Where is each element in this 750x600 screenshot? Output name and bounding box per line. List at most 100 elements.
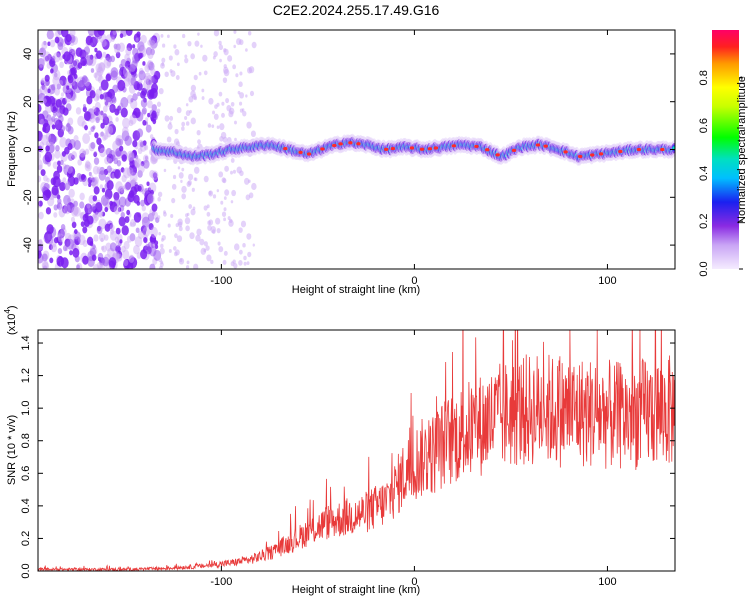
heatmap-x-axis-title: Height of straight line (km) <box>292 284 420 296</box>
heatmap-noise-cell <box>70 206 79 217</box>
colorbar-tick-label: 0.4 <box>698 166 710 181</box>
heatmap-noise-cell <box>149 189 154 196</box>
heatmap-noise-cell <box>40 79 45 85</box>
heatmap-noise-cell <box>69 30 76 38</box>
heatmap-noise-cell <box>106 167 110 172</box>
heatmap-noise-cell <box>197 139 201 145</box>
heatmap-noise-cell <box>149 263 156 269</box>
snr-x-tick-label: 0 <box>411 576 417 588</box>
heatmap-noise-cell <box>130 218 136 228</box>
heatmap-noise-cell <box>43 86 48 92</box>
heatmap-noise-cell <box>206 254 212 262</box>
heatmap-noise-cell <box>124 71 132 82</box>
heatmap-noise-cell <box>199 238 205 246</box>
heatmap-noise-cell <box>239 101 243 106</box>
snr-y-tick-label: 0.0 <box>20 563 32 578</box>
heatmap-noise-cell <box>241 108 245 112</box>
heatmap-noise-cell <box>69 250 73 256</box>
heatmap-noise-cell <box>149 40 156 49</box>
heatmap-noise-cell <box>156 108 161 114</box>
heatmap-noise-cell <box>134 162 139 168</box>
heatmap-x-tick-label: 100 <box>598 275 616 287</box>
heatmap-y-tick-label: -20 <box>22 189 34 205</box>
heatmap-noise-cell <box>38 103 42 113</box>
heatmap-noise-cell <box>190 53 195 60</box>
snr-x-ticks: -100 0 100 <box>210 330 617 588</box>
heatmap-noise-cell <box>47 233 53 241</box>
heatmap-noise-cell <box>133 158 140 167</box>
heatmap-noise-cell <box>70 67 77 76</box>
heatmap-noise-cell <box>53 204 58 211</box>
heatmap-noise-cell <box>176 235 183 243</box>
heatmap-noise-cell <box>196 228 202 236</box>
heatmap-noise-cell <box>215 217 221 225</box>
heatmap-noise-cell <box>71 221 77 229</box>
heatmap-noise-cell <box>144 72 151 81</box>
heatmap-noise-cell <box>208 219 214 226</box>
heatmap-noise-cell <box>99 232 106 242</box>
heatmap-noise-cell <box>66 165 73 174</box>
heatmap-noise-cell <box>141 216 150 228</box>
heatmap-noise-cell <box>156 101 162 107</box>
heatmap-noise-cell <box>86 164 91 170</box>
heatmap-noise-cell <box>42 126 47 133</box>
heatmap-noise-cell <box>137 41 145 52</box>
heatmap-noise-cell <box>47 41 51 47</box>
heatmap-noise-cell <box>144 155 149 161</box>
heatmap-noise-cell <box>239 92 245 99</box>
heatmap-noise-cell <box>158 87 164 95</box>
heatmap-noise-cell <box>96 66 104 77</box>
heatmap-track-peak <box>338 142 343 146</box>
heatmap-noise-cell <box>82 213 89 222</box>
heatmap-noise-cell <box>92 212 97 219</box>
heatmap-noise-cell <box>130 98 134 103</box>
heatmap-noise-cell <box>79 148 86 158</box>
heatmap-noise-cell <box>174 233 178 239</box>
heatmap-noise-cell <box>212 194 217 199</box>
heatmap-noise-cell <box>185 121 190 126</box>
heatmap-noise-cell <box>214 104 218 109</box>
heatmap-noise-cell <box>52 161 59 169</box>
heatmap-noise-cell <box>71 151 77 160</box>
heatmap-noise-cell <box>185 110 191 117</box>
heatmap-noise-cell <box>58 228 65 239</box>
heatmap-noise-cell <box>154 244 159 250</box>
heatmap-noise-cell <box>113 43 118 50</box>
heatmap-noise-cell <box>38 238 43 245</box>
heatmap-y-tick-label: -40 <box>22 237 34 253</box>
heatmap-noise-cell <box>203 248 207 253</box>
heatmap-noise-cell <box>38 47 47 58</box>
heatmap-noise-cell <box>132 54 139 64</box>
heatmap-noise-cell <box>42 265 48 269</box>
heatmap-noise-cell <box>67 70 71 76</box>
heatmap-noise-cell <box>129 165 138 176</box>
heatmap-noise-cell <box>42 190 51 201</box>
heatmap-noise-cell <box>125 47 132 56</box>
heatmap-noise-cell <box>150 226 158 238</box>
heatmap-noise-cell <box>90 141 96 150</box>
heatmap-noise-cell <box>84 124 88 131</box>
heatmap-noise-cell <box>216 125 220 129</box>
heatmap-noise-cell <box>151 211 156 216</box>
heatmap-noise-cell <box>232 64 237 70</box>
heatmap-noise-cell <box>93 157 100 165</box>
heatmap-noise-cell <box>112 140 121 152</box>
heatmap-noise-cell <box>218 44 224 51</box>
heatmap-noise-cell <box>153 70 161 80</box>
heatmap-noise-cell <box>46 224 54 235</box>
heatmap-noise-cell <box>201 96 205 100</box>
heatmap-noise-cell <box>203 175 209 183</box>
heatmap-noise-cell <box>113 191 120 201</box>
heatmap-noise-cell <box>38 201 41 207</box>
heatmap-noise-cell <box>172 174 177 180</box>
heatmap-noise-cell <box>104 125 111 134</box>
heatmap-noise-cell <box>74 229 78 235</box>
heatmap-track-peak <box>332 143 337 148</box>
heatmap-noise-cell <box>216 227 221 234</box>
heatmap-noise-cell <box>67 142 73 151</box>
heatmap-noise-cell <box>229 218 233 223</box>
heatmap-noise-cell <box>107 55 113 63</box>
heatmap-noise-cell <box>244 177 250 185</box>
heatmap-noise-cell <box>84 161 92 172</box>
heatmap-track-peak <box>306 152 312 156</box>
